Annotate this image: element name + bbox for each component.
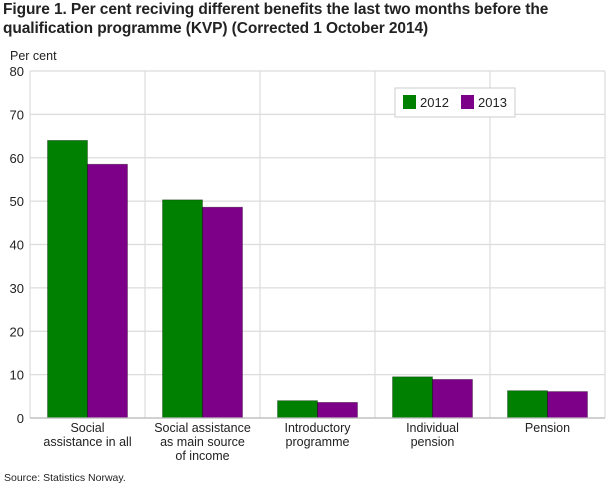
x-tick-label: Introductory bbox=[284, 421, 351, 435]
x-tick-label: of income bbox=[175, 449, 229, 463]
legend-swatch-2013 bbox=[461, 95, 474, 109]
y-tick-label: 0 bbox=[17, 411, 24, 426]
y-tick-label: 20 bbox=[10, 324, 24, 339]
x-tick-label: Pension bbox=[525, 421, 570, 435]
x-tick-label: pension bbox=[411, 435, 455, 449]
bar-2012 bbox=[277, 400, 318, 419]
bar-2013 bbox=[317, 401, 358, 419]
y-tick-label: 30 bbox=[10, 281, 24, 296]
y-axis-label: Per cent bbox=[10, 49, 57, 63]
y-tick-label: 10 bbox=[10, 368, 24, 383]
bar-2013 bbox=[202, 206, 243, 419]
bar-2012 bbox=[47, 139, 88, 419]
y-tick-label: 60 bbox=[10, 151, 24, 166]
x-tick-label: assistance in all bbox=[43, 435, 131, 449]
chart-plot-group: Per cent 0 10 20 30 40 50 60 70 80 Socialassistanc… bbox=[10, 49, 606, 463]
y-tick-label: 80 bbox=[10, 64, 24, 79]
y-tick-label: 40 bbox=[10, 238, 24, 253]
x-tick-label: Social assistance bbox=[154, 421, 251, 435]
legend-label: 2013 bbox=[478, 95, 507, 110]
y-tick-label: 50 bbox=[10, 194, 24, 209]
source-note: Source: Statistics Norway. bbox=[4, 472, 126, 484]
bar-2012 bbox=[162, 199, 203, 419]
x-tick-label: Individual bbox=[406, 421, 459, 435]
bar-2013 bbox=[432, 378, 473, 419]
bar-2013 bbox=[547, 391, 588, 419]
bar-2013 bbox=[87, 163, 128, 419]
x-tick-label: Social bbox=[70, 421, 104, 435]
chart-title: Figure 1. Per cent reciving different be… bbox=[3, 1, 549, 37]
bar-2012 bbox=[392, 376, 433, 419]
legend-swatch-2012 bbox=[403, 95, 416, 109]
legend-label: 2012 bbox=[420, 95, 449, 110]
y-tick-label: 70 bbox=[10, 107, 24, 122]
bar-2012 bbox=[507, 390, 548, 419]
x-tick-label: as main source bbox=[160, 435, 245, 449]
x-tick-label: programme bbox=[286, 435, 350, 449]
